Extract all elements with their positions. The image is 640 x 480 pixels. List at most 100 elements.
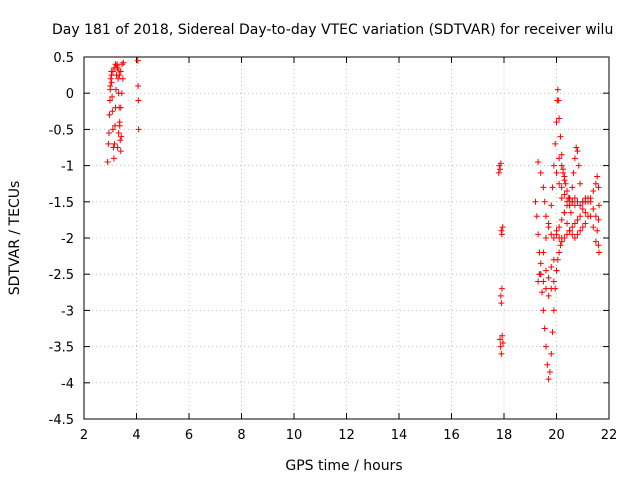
data-point — [594, 173, 601, 180]
data-point — [564, 198, 570, 205]
series-sat-c — [134, 57, 142, 133]
data-point — [561, 191, 568, 198]
data-point — [552, 140, 559, 147]
data-point — [537, 260, 544, 267]
data-point — [537, 271, 544, 278]
y-tick-label: -3.5 — [49, 341, 74, 356]
x-tick-label: 8 — [237, 428, 245, 443]
data-point — [564, 220, 570, 227]
data-point — [556, 155, 563, 162]
data-point — [592, 213, 599, 220]
data-point — [596, 202, 603, 209]
data-point — [107, 75, 114, 82]
data-point — [579, 206, 586, 213]
data-point — [135, 97, 142, 104]
data-point — [561, 173, 568, 180]
data-point — [111, 140, 118, 147]
data-point — [497, 166, 504, 173]
x-tick-label: 6 — [185, 428, 193, 443]
data-point — [596, 249, 603, 256]
y-tick-label: 0.5 — [53, 51, 74, 66]
data-point — [550, 307, 557, 314]
data-point — [569, 224, 576, 231]
data-point — [564, 231, 570, 238]
data-point — [535, 231, 542, 238]
data-point — [548, 285, 555, 292]
data-point — [553, 227, 560, 234]
series-sat-j — [553, 169, 589, 241]
data-point — [545, 376, 552, 383]
x-tick-label: 4 — [132, 428, 140, 443]
data-point — [579, 198, 586, 205]
data-point — [120, 59, 127, 66]
data-point — [590, 224, 597, 231]
data-point — [109, 108, 116, 115]
data-point — [558, 216, 565, 223]
y-tick-label: -2 — [61, 232, 74, 247]
series-sat-b — [107, 59, 127, 151]
data-point — [135, 82, 142, 89]
data-point — [118, 90, 125, 97]
data-point — [539, 289, 546, 296]
data-point — [565, 195, 572, 202]
data-point — [556, 249, 563, 256]
data-point — [545, 292, 552, 299]
data-point — [497, 336, 504, 343]
data-point — [550, 256, 557, 263]
x-axis-title: GPS time / hours — [285, 458, 402, 474]
data-point — [117, 68, 124, 75]
data-point — [499, 339, 506, 346]
data-point — [545, 274, 552, 281]
y-axis-title: SDTVAR / TECUs — [7, 181, 23, 296]
y-tick-label: -1.5 — [49, 196, 74, 211]
data-point — [555, 97, 562, 104]
data-point — [541, 325, 548, 332]
data-point — [543, 267, 549, 274]
data-point — [582, 195, 589, 202]
x-tick-label: 10 — [286, 428, 303, 443]
data-point — [585, 198, 591, 205]
series-sat-l — [556, 155, 574, 216]
data-point — [570, 169, 577, 176]
data-point — [497, 160, 504, 167]
data-point — [109, 68, 116, 75]
data-point — [574, 216, 581, 223]
data-point — [115, 67, 122, 74]
data-point — [567, 209, 574, 216]
x-tick-label: 14 — [391, 428, 408, 443]
data-point — [548, 231, 555, 238]
data-point — [571, 202, 578, 209]
tick-labels: 2 4 6 8 10 12 14 16 18 20 22 0.5 0 -0.5 -1 -1.5 -2 -2.5 -3… — [49, 51, 618, 443]
data-point — [548, 263, 555, 270]
data-point — [569, 184, 576, 191]
data-point — [566, 202, 573, 209]
data-point — [577, 213, 584, 220]
data-point — [113, 62, 120, 69]
data-point — [550, 162, 557, 169]
series-sat-k — [537, 256, 560, 299]
data-point — [577, 202, 584, 209]
data-point — [114, 144, 121, 151]
data-point — [571, 195, 578, 202]
data-point — [106, 111, 113, 118]
data-point — [558, 151, 565, 158]
data-point — [537, 169, 544, 176]
axis-ticks — [83, 56, 610, 420]
data-point — [540, 249, 547, 256]
y-tick-label: -3 — [61, 304, 74, 319]
data-point — [540, 307, 547, 314]
data-point — [535, 278, 542, 285]
data-point — [592, 180, 599, 187]
data-point — [106, 97, 113, 104]
data-point — [553, 169, 560, 176]
data-point — [112, 61, 119, 68]
data-point — [558, 162, 565, 169]
y-tick-label: -2.5 — [49, 268, 74, 283]
data-point — [115, 130, 122, 137]
series-sat-a — [104, 61, 125, 165]
data-point — [582, 220, 589, 227]
x-tick-label: 22 — [601, 428, 618, 443]
data-point — [108, 72, 115, 79]
data-point — [577, 227, 584, 234]
data-point — [116, 72, 123, 79]
